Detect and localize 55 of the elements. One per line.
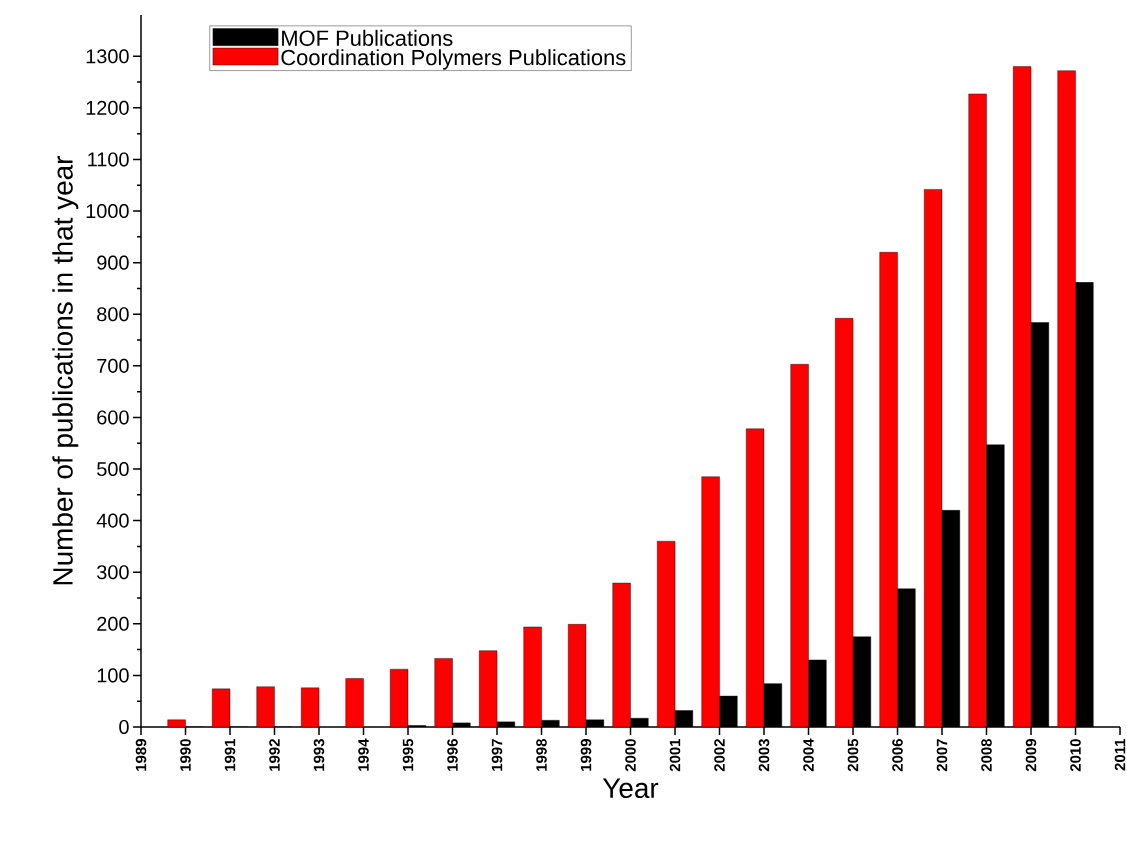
x-tick-label: 2011 [1114, 738, 1126, 771]
x-tick-label: 2003 [758, 739, 770, 772]
x-tick-label: 1992 [269, 739, 280, 771]
x-tick-label: 2005 [847, 738, 859, 772]
bar [746, 428, 765, 727]
y-tick-label: 700 [97, 358, 129, 373]
y-tick-label: 1200 [86, 100, 129, 115]
bar [835, 318, 854, 727]
x-tick-label: 2004 [803, 738, 814, 772]
bar [612, 582, 631, 727]
legend-label: Coordination Polymers Publications [281, 49, 626, 70]
bar [701, 476, 720, 727]
y-tick-label: 0 [119, 719, 129, 735]
x-tick-label: 2002 [714, 739, 725, 772]
x-tick-label: 1990 [180, 739, 191, 771]
y-tick-label: 500 [97, 461, 129, 477]
x-tick-label: 2010 [1070, 739, 1081, 772]
y-axis-title: Number of publications in that year [52, 156, 79, 585]
bar [1013, 66, 1032, 727]
x-tick-label: 1998 [536, 738, 547, 771]
x-tick-label: 1999 [580, 739, 592, 771]
x-tick-label: 1991 [224, 738, 236, 771]
y-tick-label: 1300 [86, 49, 129, 64]
y-tick-label: 1100 [88, 152, 129, 167]
bar [879, 252, 898, 727]
y-tick-label: 100 [97, 668, 129, 683]
x-tick-label: 1996 [447, 739, 458, 771]
legend-label: MOF Publications [282, 29, 453, 46]
bar [523, 626, 542, 727]
x-tick-label: 1989 [135, 739, 147, 771]
x-tick-label: 2008 [981, 738, 992, 772]
x-tick-label: 1993 [313, 739, 325, 771]
x-axis-title: Year [602, 778, 659, 799]
x-tick-label: 2000 [625, 739, 636, 772]
y-tick-label: 600 [97, 410, 129, 425]
x-tick-label: 2006 [892, 739, 903, 772]
bar [1057, 70, 1076, 727]
x-tick-label: 1997 [491, 739, 503, 771]
y-tick-label: 900 [97, 255, 129, 270]
y-tick-label: 800 [97, 307, 129, 322]
bar [345, 678, 364, 727]
x-tick-label: 1994 [358, 738, 369, 771]
x-tick-label: 2007 [936, 739, 948, 772]
y-tick-label: 400 [96, 513, 129, 528]
y-tick-label: 1000 [86, 204, 129, 219]
x-tick-label: 1995 [402, 738, 414, 771]
bar [968, 93, 987, 727]
y-tick-label: 200 [97, 616, 129, 631]
bar [924, 189, 943, 727]
x-tick-label: 2009 [1025, 739, 1037, 772]
bar [256, 686, 275, 727]
y-tick-label: 300 [97, 565, 129, 580]
bar [434, 658, 453, 727]
bar [790, 364, 809, 727]
x-tick-label: 2001 [669, 738, 681, 772]
